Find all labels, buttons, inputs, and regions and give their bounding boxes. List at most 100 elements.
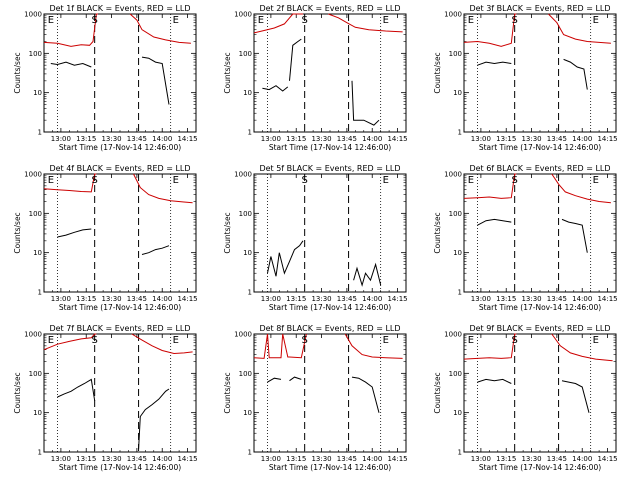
- x-tick-label: 13:00: [51, 295, 71, 303]
- events-series-line: [262, 85, 289, 92]
- marker-letter-s: S: [91, 335, 97, 346]
- plot-frame: [43, 13, 197, 133]
- x-tick-label: 13:30: [311, 135, 331, 143]
- x-tick-label: 13:15: [76, 455, 96, 463]
- x-axis-label: Start Time (17-Nov-14 12:46:00): [59, 143, 181, 152]
- x-tick-label: 14:00: [572, 455, 592, 463]
- y-tick-label: 1000: [444, 11, 462, 19]
- y-tick-label: 1000: [24, 331, 42, 339]
- x-tick-label: 13:15: [76, 135, 96, 143]
- x-tick-label: 13:45: [127, 455, 147, 463]
- x-tick-label: 13:15: [496, 135, 516, 143]
- x-tick-label: 14:00: [362, 455, 382, 463]
- x-tick-label: 13:30: [521, 135, 541, 143]
- x-tick-label: 13:45: [127, 135, 147, 143]
- y-tick-label: 100: [449, 370, 462, 378]
- x-tick-label: 13:00: [261, 135, 281, 143]
- y-axis-label: Counts/sec: [433, 372, 442, 413]
- y-axis-label: Counts/sec: [13, 52, 22, 93]
- panel-det-2f: Det 2f BLACK = Events, RED = LLD 1 10 100 10…: [223, 4, 408, 152]
- events-series-line: [267, 240, 304, 277]
- lld-series-line: [253, 333, 307, 359]
- x-tick-label: 13:30: [101, 135, 121, 143]
- marker-letter-e: E: [468, 175, 474, 186]
- panel-det-6f: Det 6f BLACK = Events, RED = LLD 1 10 100 10…: [433, 164, 618, 312]
- x-tick-label: 14:00: [572, 135, 592, 143]
- x-axis-label: Start Time (17-Nov-14 12:46:00): [479, 463, 601, 472]
- x-tick-label: 14:15: [597, 295, 617, 303]
- y-axis-label: Counts/sec: [223, 212, 232, 253]
- panel-title: Det 8f BLACK = Events, RED = LLD: [259, 324, 400, 333]
- panel-det-7f: Det 7f BLACK = Events, RED = LLD 1 10 100 10…: [13, 324, 198, 472]
- y-tick-label: 100: [239, 50, 252, 58]
- y-tick-label: 1: [248, 449, 252, 457]
- x-tick-label: 13:45: [547, 295, 567, 303]
- x-tick-label: 13:30: [101, 295, 121, 303]
- y-tick-label: 10: [243, 409, 252, 417]
- x-tick-label: 13:30: [521, 295, 541, 303]
- marker-letter-s: S: [511, 175, 517, 186]
- panel-title: Det 1f BLACK = Events, RED = LLD: [49, 4, 190, 13]
- x-axis-label: Start Time (17-Nov-14 12:46:00): [269, 303, 391, 312]
- y-tick-label: 1000: [234, 171, 252, 179]
- events-series-line: [351, 376, 380, 413]
- lld-series-line: [43, 333, 97, 351]
- y-tick-label: 1000: [24, 11, 42, 19]
- x-tick-label: 13:30: [311, 455, 331, 463]
- plot-frame: [253, 173, 407, 293]
- x-tick-label: 13:45: [337, 455, 357, 463]
- y-axis-label: Counts/sec: [13, 372, 22, 413]
- lld-series-line: [463, 13, 517, 47]
- x-tick-label: 13:15: [286, 295, 306, 303]
- lld-series-line: [551, 333, 613, 362]
- x-tick-label: 14:15: [177, 295, 197, 303]
- plot-frame: [253, 333, 407, 453]
- y-tick-label: 10: [33, 249, 42, 257]
- x-tick-label: 13:15: [76, 295, 96, 303]
- y-tick-label: 100: [29, 50, 42, 58]
- x-axis-label: Start Time (17-Nov-14 12:46:00): [269, 143, 391, 152]
- marker-letter-e: E: [173, 175, 179, 186]
- events-series-line: [353, 262, 382, 287]
- panel-det-9f: Det 9f BLACK = Events, RED = LLD 1 10 100 10…: [433, 324, 618, 472]
- y-tick-label: 1: [248, 289, 252, 297]
- marker-letter-e: E: [258, 15, 264, 26]
- panel-det-3f: Det 3f BLACK = Events, RED = LLD 1 10 100 10…: [433, 4, 618, 152]
- events-series-line: [477, 61, 512, 66]
- events-series-line: [138, 388, 170, 449]
- events-series-line: [561, 218, 588, 253]
- events-series-line: [267, 377, 282, 383]
- y-tick-label: 10: [243, 249, 252, 257]
- x-tick-label: 14:00: [152, 295, 172, 303]
- x-tick-label: 14:00: [362, 295, 382, 303]
- events-series-line: [563, 58, 588, 90]
- lld-series-line: [463, 173, 517, 199]
- marker-letter-s: S: [511, 335, 517, 346]
- y-tick-label: 1: [458, 449, 462, 457]
- x-tick-label: 13:00: [51, 455, 71, 463]
- lld-series-line: [551, 173, 611, 204]
- events-series-line: [477, 378, 512, 384]
- lld-series-line: [463, 333, 517, 360]
- marker-letter-e: E: [173, 15, 179, 26]
- y-axis-label: Counts/sec: [433, 212, 442, 253]
- plot-frame: [43, 173, 197, 293]
- events-series-line: [351, 80, 380, 126]
- events-series-line: [289, 38, 302, 81]
- x-tick-label: 14:15: [387, 455, 407, 463]
- marker-letter-s: S: [301, 335, 307, 346]
- x-tick-label: 13:45: [337, 295, 357, 303]
- marker-letter-e: E: [383, 15, 389, 26]
- events-series-line: [50, 61, 92, 68]
- x-tick-label: 13:15: [496, 455, 516, 463]
- x-tick-label: 13:45: [127, 295, 147, 303]
- lld-series-line: [131, 333, 193, 355]
- x-tick-label: 14:15: [387, 295, 407, 303]
- lld-series-line: [43, 13, 98, 47]
- marker-letter-e: E: [383, 175, 389, 186]
- x-tick-label: 13:00: [471, 135, 491, 143]
- x-tick-label: 13:00: [471, 455, 491, 463]
- lld-series-line: [129, 13, 191, 44]
- marker-letter-s: S: [301, 15, 307, 26]
- y-tick-label: 1: [458, 129, 462, 137]
